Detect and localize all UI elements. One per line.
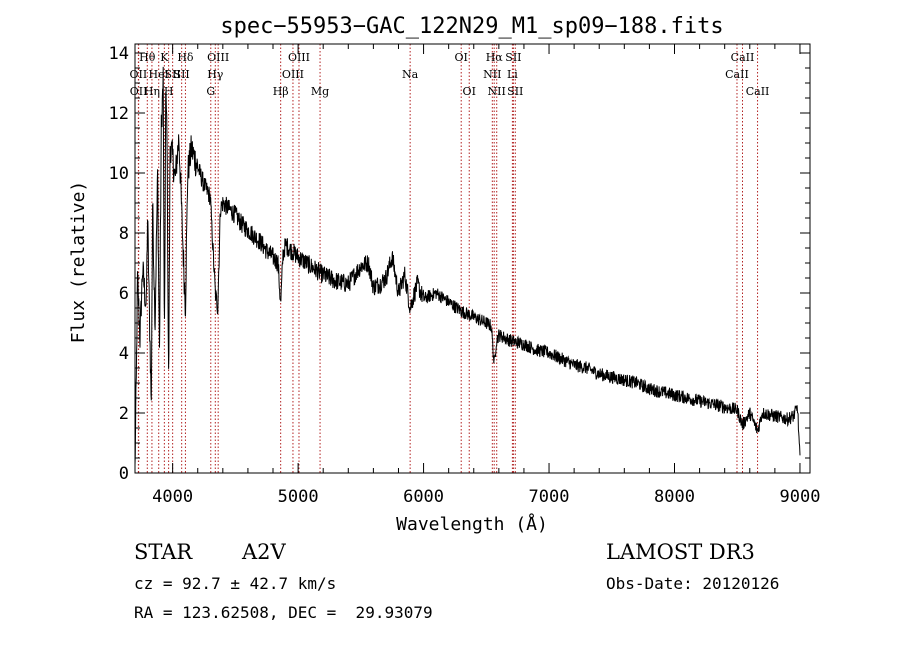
line-label-11: Hγ	[207, 68, 224, 81]
y-tick-label: 0	[119, 464, 129, 484]
line-label-9: SII	[174, 68, 190, 81]
line-label-5: K	[160, 51, 169, 64]
y-tick-label: 14	[109, 44, 129, 64]
y-tick-label: 6	[119, 284, 129, 304]
line-label-4: HeI	[148, 68, 168, 81]
line-label-25: SII	[507, 85, 523, 98]
coordinates: RA = 123.62508, DEC = 29.93079	[134, 603, 433, 622]
x-tick-label: 5000	[278, 487, 319, 507]
line-label-8: Hδ	[177, 51, 194, 64]
line-label-7: H	[164, 85, 174, 98]
axis-ticks	[135, 44, 810, 474]
x-tick-label: 7000	[529, 487, 570, 507]
line-label-2: Hθ	[139, 51, 156, 64]
spectral-line-markers	[137, 44, 759, 473]
x-tick-label: 8000	[654, 487, 695, 507]
line-label-22: NII	[488, 85, 506, 98]
line-label-16: Mg	[311, 85, 329, 98]
line-label-27: CaII	[731, 51, 755, 64]
chart-title: spec−55953−GAC_122N29_M1_sp09−188.fits	[220, 14, 723, 39]
y-axis-label: Flux (relative)	[68, 181, 89, 344]
y-tick-label: 12	[109, 104, 129, 124]
y-tick-label: 10	[109, 164, 129, 184]
line-label-15: OIII	[288, 51, 310, 64]
line-label-10: OIII	[207, 51, 229, 64]
object-class: STAR	[134, 540, 193, 564]
spectrum-plot: spec−55953−GAC_122N29_M1_sp09−188.fits O…	[68, 14, 820, 535]
line-label-18: OI	[455, 51, 468, 64]
line-label-0: OII	[130, 68, 148, 81]
y-tick-label: 2	[119, 404, 129, 424]
x-tick-labels: 4000 5000 6000 7000 8000 9000	[152, 487, 820, 507]
observation-date: Obs-Date: 20120126	[606, 574, 780, 593]
x-tick-label: 9000	[779, 487, 820, 507]
x-axis-label: Wavelength (Å)	[396, 513, 548, 535]
line-label-1: OII	[130, 85, 148, 98]
line-label-24: SII	[505, 51, 521, 64]
line-label-21: Hα	[486, 51, 504, 64]
line-label-19: OI	[463, 85, 476, 98]
spectrum-line	[134, 66, 801, 465]
line-label-14: OIII	[282, 68, 304, 81]
line-label-23: Li	[507, 68, 518, 81]
survey-name: LAMOST DR3	[606, 540, 755, 564]
plot-frame	[134, 43, 811, 474]
line-label-17: Na	[402, 68, 419, 81]
x-tick-label: 4000	[152, 487, 193, 507]
line-label-3: Hη	[144, 85, 160, 98]
line-label-13: Hβ	[273, 85, 289, 98]
y-tick-label: 4	[119, 344, 129, 364]
x-tick-label: 6000	[403, 487, 444, 507]
line-label-20: NII	[483, 68, 501, 81]
object-subclass: A2V	[242, 540, 286, 564]
y-tick-labels: 0 2 4 6 8 10 12 14	[109, 44, 129, 484]
redshift-cz: cz = 92.7 ± 42.7 km/s	[134, 574, 337, 593]
line-label-12: G	[206, 85, 215, 98]
line-label-26: CaII	[725, 68, 749, 81]
y-tick-label: 8	[119, 224, 129, 244]
line-label-6: SII	[165, 68, 181, 81]
line-label-28: CaII	[746, 85, 770, 98]
